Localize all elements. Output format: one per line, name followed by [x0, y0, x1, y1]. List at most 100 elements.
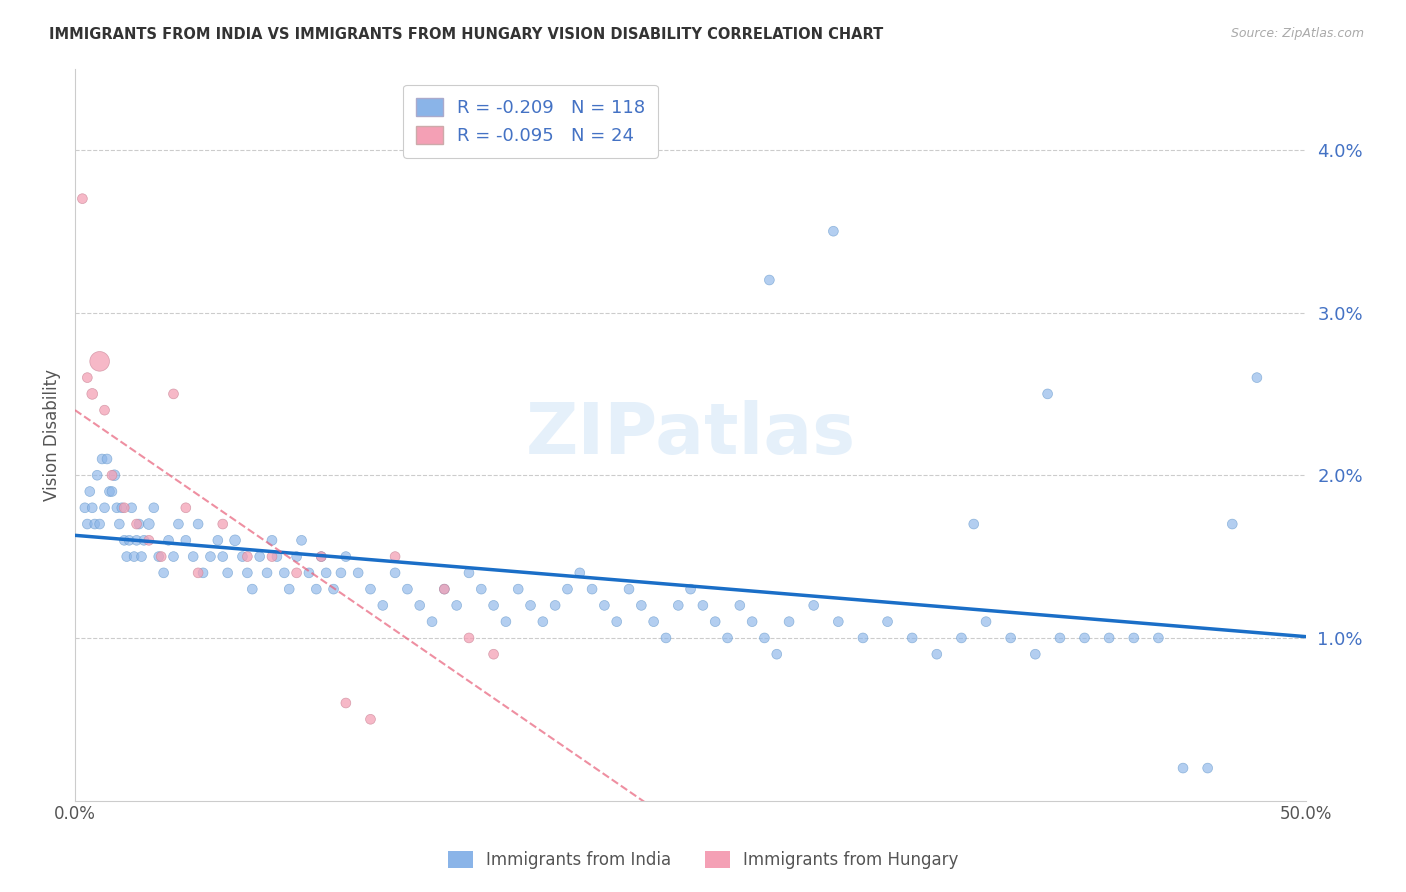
Point [666, 599, 689, 613]
Point [482, 647, 505, 661]
Point [93, 403, 115, 417]
Point [741, 615, 763, 629]
Point [827, 615, 849, 629]
Point [98, 484, 121, 499]
Point [482, 599, 505, 613]
Point [125, 533, 148, 548]
Point [557, 582, 579, 596]
Point [138, 533, 160, 548]
Point [1024, 647, 1046, 661]
Point [91, 452, 114, 467]
Point [1000, 631, 1022, 645]
Point [704, 615, 727, 629]
Point [157, 533, 180, 548]
Point [925, 647, 948, 661]
Point [240, 582, 263, 596]
Point [76, 370, 98, 384]
Point [593, 599, 616, 613]
Point [298, 566, 321, 580]
Point [758, 273, 780, 287]
Point [716, 631, 738, 645]
Point [728, 599, 751, 613]
Point [93, 500, 115, 515]
Point [101, 468, 124, 483]
Point [360, 582, 382, 596]
Point [322, 582, 344, 596]
Point [112, 533, 135, 548]
Point [162, 387, 184, 401]
Text: ZIPatlas: ZIPatlas [526, 401, 856, 469]
Point [231, 549, 253, 564]
Point [606, 615, 628, 629]
Point [82, 387, 104, 401]
Point [1147, 631, 1170, 645]
Point [458, 566, 481, 580]
Point [531, 615, 554, 629]
Point [335, 549, 357, 564]
Point [125, 516, 148, 531]
Point [519, 599, 541, 613]
Point [568, 566, 591, 580]
Point [187, 566, 209, 580]
Point [174, 500, 197, 515]
Point [396, 582, 419, 596]
Point [1246, 370, 1268, 384]
Point [260, 533, 283, 548]
Point [260, 549, 283, 564]
Point [630, 599, 652, 613]
Point [200, 549, 222, 564]
Legend: Immigrants from India, Immigrants from Hungary: Immigrants from India, Immigrants from H… [437, 841, 969, 880]
Point [162, 549, 184, 564]
Point [128, 516, 150, 531]
Point [249, 549, 271, 564]
Point [187, 516, 209, 531]
Point [115, 549, 138, 564]
Point [236, 549, 259, 564]
Point [191, 566, 214, 580]
Point [470, 582, 492, 596]
Point [211, 516, 233, 531]
Point [581, 582, 603, 596]
Point [108, 516, 131, 531]
Point [256, 566, 278, 580]
Point [236, 566, 259, 580]
Point [131, 549, 153, 564]
Point [86, 468, 108, 483]
Point [495, 615, 517, 629]
Point [101, 484, 124, 499]
Point [138, 516, 160, 531]
Point [309, 549, 332, 564]
Point [384, 566, 406, 580]
Text: Source: ZipAtlas.com: Source: ZipAtlas.com [1230, 27, 1364, 40]
Point [89, 354, 111, 368]
Point [290, 533, 312, 548]
Point [1049, 631, 1071, 645]
Point [278, 582, 301, 596]
Point [174, 533, 197, 548]
Point [420, 615, 443, 629]
Point [803, 599, 825, 613]
Point [544, 599, 567, 613]
Point [963, 516, 986, 531]
Point [1073, 631, 1095, 645]
Point [132, 533, 155, 548]
Point [111, 500, 134, 515]
Point [371, 599, 394, 613]
Point [643, 615, 665, 629]
Point [309, 549, 332, 564]
Point [876, 615, 898, 629]
Point [118, 533, 141, 548]
Point [384, 549, 406, 564]
Point [72, 192, 94, 206]
Point [152, 566, 174, 580]
Point [73, 500, 96, 515]
Point [1197, 761, 1219, 775]
Point [508, 582, 530, 596]
Point [679, 582, 702, 596]
Point [112, 500, 135, 515]
Point [1098, 631, 1121, 645]
Point [167, 516, 190, 531]
Point [852, 631, 875, 645]
Point [765, 647, 787, 661]
Point [217, 566, 239, 580]
